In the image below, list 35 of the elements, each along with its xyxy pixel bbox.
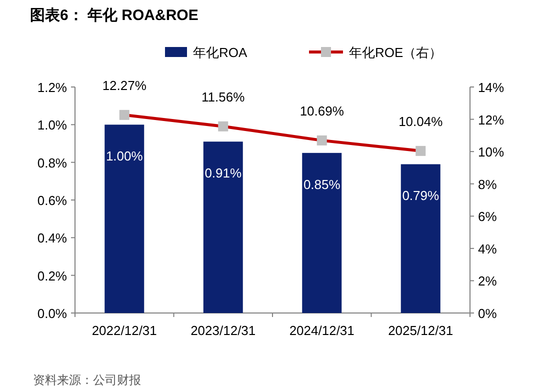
x-tick-label: 2024/12/31 [289,323,354,338]
y-tick-label: 1.2% [37,80,68,95]
y2-tick-label: 2% [478,274,498,289]
x-tick-label: 2023/12/31 [190,323,256,338]
x-tick-label: 2025/12/31 [388,323,454,338]
y2-tick-label: 10% [478,144,504,160]
y-tick-label: 0.8% [37,155,68,170]
y2-tick-label: 4% [478,241,498,256]
data-label: 0.85% [303,176,341,192]
bar [203,142,243,313]
data-label: 11.56% [202,89,246,104]
y-tick-label: 1.0% [37,118,68,133]
y2-tick-label: 8% [478,176,498,192]
bar [302,152,342,313]
y-tick-label: 0.0% [37,306,68,321]
x-tick-label: 2022/12/31 [92,323,157,338]
y2-tick-label: 14% [478,80,504,95]
bar [104,124,144,313]
y2-tick-label: 0% [478,306,498,321]
bar [400,164,440,313]
data-label: 12.27% [102,78,147,93]
text: 资料来源：公司财报 [33,373,141,387]
data-label: 0.91% [204,166,242,181]
y2-tick-label: 12% [478,112,504,128]
y-tick-label: 0.4% [37,230,68,246]
y-tick-label: 0.2% [37,268,68,284]
data-label: 0.79% [402,188,440,204]
legend-label: 年化ROE（右） [349,45,442,60]
chart-title: 图表6： 年化 ROA&ROE [30,7,198,24]
legend-label: 年化ROA [193,45,248,60]
y-tick-label: 0.6% [37,193,68,208]
data-label: 10.04% [398,114,444,129]
data-label: 10.69% [300,103,344,118]
y2-tick-label: 6% [478,209,498,224]
data-label: 1.00% [106,148,144,164]
